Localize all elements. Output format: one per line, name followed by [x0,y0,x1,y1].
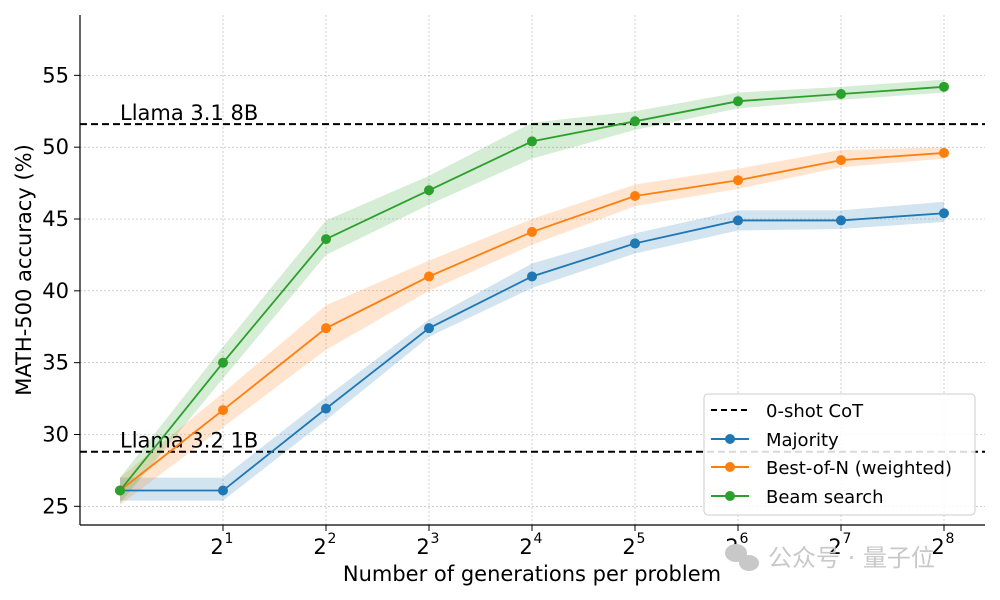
x-tick-exponent: 1 [225,531,234,547]
data-point [218,485,228,496]
data-point [527,271,537,282]
data-point [630,116,640,127]
x-tick-exponent: 8 [946,531,955,547]
x-tick-label: 2 [622,535,635,559]
legend-entry-beam-search: Beam search [711,487,884,508]
y-axis-label: MATH-500 accuracy (%) [12,144,36,396]
x-tick-exponent: 4 [534,531,543,547]
x-tick-exponent: 3 [431,531,440,547]
x-tick-label: 2 [313,535,326,559]
x-tick-exponent: 6 [740,531,749,547]
confidence-bands [120,79,944,505]
data-point [218,357,228,368]
data-point [939,208,949,219]
legend-marker-swatch [725,491,735,501]
data-point [836,89,846,100]
y-tick-label: 30 [42,422,69,446]
legend-label-reference: 0-shot CoT [766,401,864,422]
data-point [527,136,537,147]
y-tick-label: 50 [42,135,69,159]
x-tick-label: 2 [210,535,223,559]
legend-label-majority: Majority [766,430,839,451]
legend-marker-swatch [725,434,735,444]
data-point [836,155,846,166]
data-point [630,191,640,202]
legend-frame [703,393,976,516]
y-tick-label: 35 [42,351,69,375]
data-point [218,405,228,416]
legend-marker-swatch [725,462,735,472]
reference-line-label: Llama 3.1 8B [120,101,258,125]
legend-label-best-of-n: Best-of-N (weighted) [766,458,952,479]
x-tick-label: 2 [416,535,429,559]
reference-line-label: Llama 3.2 1B [120,429,258,453]
data-point [733,175,743,186]
data-point [321,403,331,414]
reference-lines: Llama 3.1 8B Llama 3.2 1B [80,101,985,453]
data-point [424,185,434,196]
legend: 0-shot CoT Majority Best-of-N (weighted)… [703,393,976,516]
confidence-band [120,79,944,504]
data-point [424,323,434,334]
data-point [424,271,434,282]
y-tick-label: 45 [42,207,69,231]
legend-entry-majority: Majority [711,430,839,451]
legend-label-beam-search: Beam search [766,487,884,508]
data-point [939,81,949,92]
watermark-text: 公众号 · 量子位 [768,544,935,572]
data-point [321,323,331,334]
legend-entry-reference: 0-shot CoT [711,401,864,422]
x-tick-exponent: 5 [637,531,646,547]
data-point [733,215,743,226]
legend-entry-best-of-n: Best-of-N (weighted) [711,458,952,479]
data-point [733,96,743,107]
data-point [115,485,125,496]
x-tick-label: 2 [519,535,532,559]
x-axis-label: Number of generations per problem [343,562,721,586]
watermark: 公众号 · 量子位 [725,544,935,572]
data-point [939,147,949,158]
y-tick-label: 40 [42,279,69,303]
data-point [321,234,331,245]
data-point [527,226,537,237]
x-tick-exponent: 7 [843,531,852,547]
series-lines [115,81,949,496]
wechat-icon [725,544,759,571]
y-tick-label: 25 [42,494,69,518]
y-tick-label: 55 [42,63,69,87]
data-point [630,238,640,249]
x-tick-label: 2 [931,535,944,559]
data-point [836,215,846,226]
x-tick-exponent: 2 [328,531,337,547]
x-tick-label: 2 [828,535,841,559]
